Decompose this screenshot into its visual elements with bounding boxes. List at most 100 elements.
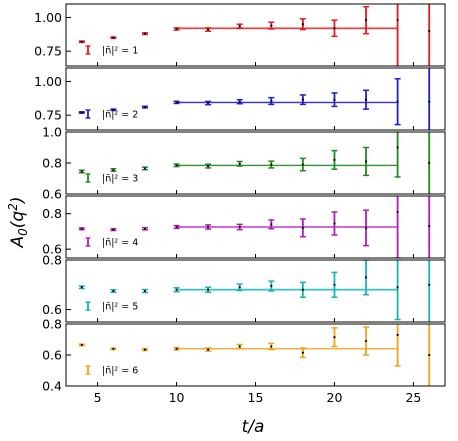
- y-tick-label: 0.8: [42, 156, 62, 171]
- data-point: [331, 327, 338, 348]
- x-tick-label: 20: [327, 390, 343, 405]
- point-marker: [207, 28, 210, 31]
- y-tick-label: 1.00: [34, 74, 62, 89]
- data-point: [363, 5, 370, 35]
- y-tick-label: 1.00: [34, 10, 62, 25]
- y-tick-label: 0.8: [42, 317, 62, 332]
- data-point: [331, 92, 338, 108]
- data-point: [205, 224, 212, 230]
- point-marker: [333, 336, 336, 339]
- panels: 0.751.00|n̄|² = 10.751.00|n̄|² = 20.60.8…: [34, 3, 446, 394]
- data-point: [268, 342, 275, 351]
- point-marker: [143, 227, 147, 230]
- x-tick-label: 15: [248, 390, 264, 405]
- data-point: [141, 166, 148, 171]
- point-marker: [143, 348, 147, 351]
- data-point: [428, 132, 431, 194]
- point-marker: [238, 162, 241, 165]
- data-point: [268, 21, 275, 30]
- point-marker: [207, 225, 210, 229]
- data-point: [205, 347, 212, 352]
- data-point: [299, 94, 306, 106]
- data-point: [173, 27, 180, 31]
- data-point: [299, 281, 306, 298]
- legend-label: |n̄|² = 3: [102, 174, 138, 185]
- point-marker: [396, 19, 399, 22]
- point-marker: [175, 225, 178, 229]
- y-tick-label: 0.6: [42, 187, 62, 202]
- legend-label: |n̄|² = 1: [102, 46, 138, 57]
- data-point: [331, 271, 338, 298]
- point-marker: [428, 100, 431, 103]
- point-marker: [143, 167, 147, 170]
- data-point: [141, 288, 148, 294]
- data-point: [268, 96, 275, 106]
- y-tick-label: 0.6: [42, 242, 62, 257]
- point-marker: [301, 226, 304, 229]
- point-marker: [207, 348, 210, 351]
- point-marker: [333, 27, 336, 30]
- panel-frame: [65, 323, 446, 387]
- y-tick-label: 1.0: [42, 125, 62, 140]
- point-marker: [143, 289, 147, 293]
- point-marker: [238, 225, 241, 229]
- point-marker: [80, 227, 83, 230]
- point-marker: [364, 160, 368, 163]
- panel-5: 0.6 0.8 |n̄|² = 5: [42, 253, 446, 323]
- point-marker: [238, 286, 241, 289]
- point-marker: [333, 158, 336, 161]
- data-point: [394, 324, 401, 367]
- point-marker: [270, 99, 273, 103]
- point-marker: [428, 283, 431, 286]
- data-point: [299, 157, 306, 172]
- point-marker: [207, 165, 210, 168]
- point-marker: [301, 23, 304, 26]
- point-marker: [175, 288, 178, 291]
- panel-frame: [65, 67, 446, 131]
- point-marker: [80, 40, 83, 43]
- data-point: [394, 196, 401, 258]
- point-marker: [301, 288, 304, 291]
- panel-4: 0.6 0.8 |n̄|² = 4: [42, 195, 446, 259]
- data-point: [110, 289, 117, 293]
- data-point: [110, 108, 117, 112]
- point-marker: [207, 288, 210, 291]
- x-tick-labels: 5 10 15 20 25: [94, 390, 422, 405]
- y-tick-label: 0.8: [42, 253, 62, 268]
- point-marker: [112, 228, 115, 231]
- data-point: [78, 111, 85, 114]
- data-point: [205, 163, 212, 169]
- y-axis-label: A0(q2): [6, 197, 30, 249]
- point-marker: [364, 339, 368, 343]
- data-point: [205, 100, 212, 106]
- point-marker: [333, 283, 336, 286]
- point-marker: [270, 24, 273, 27]
- point-marker: [396, 333, 399, 336]
- point-marker: [238, 345, 241, 348]
- data-point: [110, 228, 117, 232]
- data-point: [428, 4, 431, 66]
- point-marker: [175, 27, 178, 31]
- point-marker: [333, 98, 336, 101]
- legend-label: |n̄|² = 5: [102, 302, 138, 313]
- point-marker: [270, 345, 273, 348]
- data-point: [78, 227, 85, 231]
- data-point: [78, 169, 85, 174]
- point-marker: [364, 98, 368, 101]
- point-marker: [396, 210, 399, 214]
- panel-2-data: [78, 68, 431, 130]
- data-point: [173, 100, 180, 105]
- data-point: [394, 260, 401, 321]
- point-marker: [112, 289, 115, 293]
- data-point: [268, 280, 275, 292]
- point-marker: [175, 347, 178, 350]
- data-point: [363, 89, 370, 110]
- legend: |n̄|² = 1: [85, 45, 138, 57]
- panel-3-data: [78, 132, 431, 194]
- data-point: [428, 68, 431, 130]
- point-marker: [301, 163, 304, 166]
- panel-6-data: [78, 324, 431, 386]
- panel-frame: [65, 3, 446, 67]
- legend: |n̄|² = 3: [85, 173, 138, 185]
